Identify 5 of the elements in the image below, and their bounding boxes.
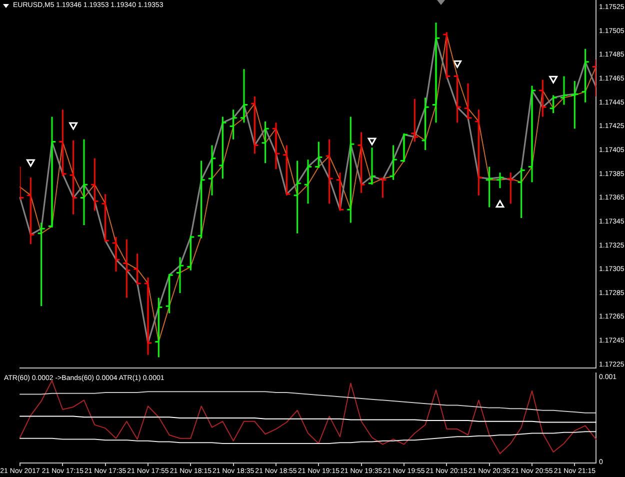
point (453, 60, 462, 68)
point (368, 138, 376, 146)
point (549, 76, 558, 84)
point (69, 122, 78, 130)
point (26, 159, 35, 167)
